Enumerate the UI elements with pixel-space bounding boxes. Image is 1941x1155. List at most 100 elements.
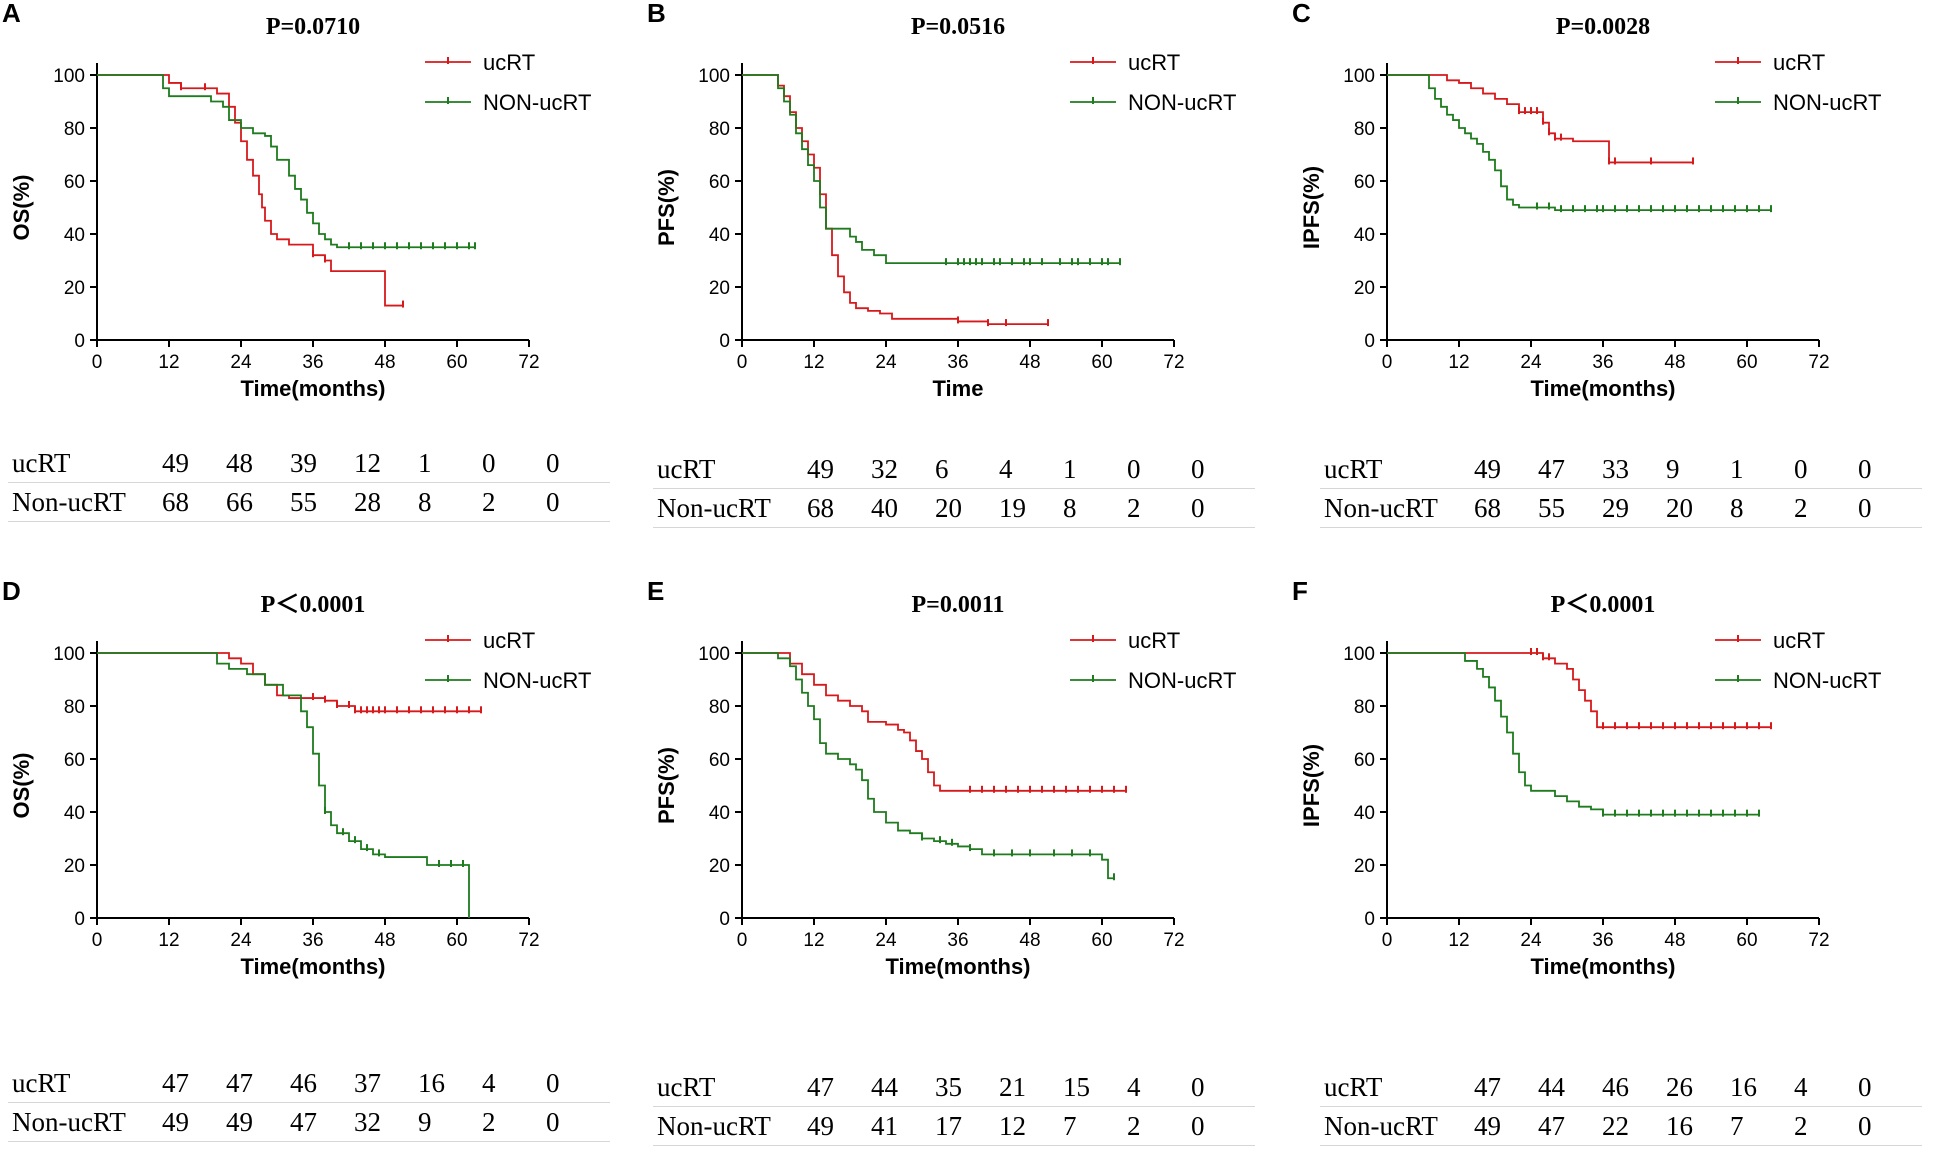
y-tick-label: 60	[709, 172, 730, 193]
legend-label: NON-ucRT	[483, 90, 591, 115]
risk-count-cell: 39	[290, 444, 354, 483]
panel-a: A P=0.0710 0 20 40 60 80 100 0 12 24 36 48 60 72 Time(…	[0, 0, 640, 577]
x-tick-label: 36	[1592, 930, 1613, 951]
survival-curve-ucrt	[742, 652, 1126, 792]
y-tick-label: 40	[1354, 225, 1375, 246]
x-tick-label: 12	[158, 930, 179, 951]
x-tick-label: 48	[374, 930, 395, 951]
x-tick-label: 24	[1520, 352, 1542, 373]
risk-count-cell: 1	[1730, 450, 1794, 489]
km-plot: P=0.0516 0 20 40 60 80 100 0 12 24 36 48 60 72 Time PFS…	[654, 14, 1236, 401]
x-tick-label: 72	[1808, 930, 1829, 951]
risk-row-non-ucrt: Non-ucRT 49 49 47 32 9 2 0	[8, 1102, 610, 1142]
legend-label: NON-ucRT	[1128, 668, 1236, 693]
x-tick-label: 12	[1448, 352, 1469, 373]
x-tick-label: 36	[947, 930, 968, 951]
risk-count-cell: 7	[1063, 1106, 1127, 1146]
risk-count-cell: 68	[1474, 488, 1538, 528]
x-tick-label: 60	[1736, 930, 1757, 951]
survival-curve-non-ucrt	[1387, 74, 1771, 212]
risk-count-cell: 68	[807, 488, 871, 528]
risk-count-cell: 47	[1538, 1106, 1602, 1146]
y-tick-label: 80	[64, 697, 85, 718]
risk-count-cell: 12	[354, 444, 418, 483]
y-tick-label: 20	[709, 278, 730, 299]
risk-count-cell: 29	[1602, 488, 1666, 528]
x-tick-label: 36	[302, 930, 323, 951]
y-tick-label: 60	[64, 172, 85, 193]
risk-count-cell: 26	[1666, 1068, 1730, 1107]
risk-row-ucrt: ucRT 49 47 33 9 1 0 0	[1320, 450, 1922, 489]
survival-curve-ucrt	[97, 652, 481, 713]
x-tick-label: 72	[518, 352, 539, 373]
chart-title: P=0.0028	[1556, 14, 1650, 40]
y-tick-label: 100	[1343, 644, 1375, 665]
risk-count-cell: 33	[1602, 450, 1666, 489]
risk-table: ucRT 47 44 35 21 15 4 0 Non-ucRT 49 41 17 12 7 2 0	[653, 1068, 1255, 1146]
risk-count-cell: 55	[1538, 488, 1602, 528]
y-axis-label: IPFS(%)	[1299, 166, 1324, 249]
survival-curve-non-ucrt	[742, 74, 1120, 265]
x-tick-label: 0	[1382, 930, 1393, 951]
risk-count-cell: 4	[482, 1064, 546, 1103]
x-tick-label: 24	[875, 930, 897, 951]
risk-count-cell: 0	[546, 1064, 610, 1103]
x-tick-label: 0	[737, 930, 748, 951]
x-axis-label: Time(months)	[1530, 376, 1675, 401]
y-axis-label: OS(%)	[9, 175, 34, 241]
legend-label: ucRT	[1773, 628, 1825, 653]
y-tick-label: 60	[1354, 172, 1375, 193]
risk-row-label: ucRT	[1320, 1068, 1474, 1107]
x-tick-label: 36	[947, 352, 968, 373]
panel-c: C P=0.0028 0 20 40 60 80 100 0 12 24 36 48 60 72 Time(…	[1290, 0, 1930, 577]
risk-count-cell: 0	[1191, 1106, 1255, 1146]
x-tick-label: 0	[92, 930, 103, 951]
legend-label: ucRT	[483, 628, 535, 653]
y-tick-label: 80	[1354, 119, 1375, 140]
legend-label: ucRT	[483, 50, 535, 75]
x-tick-label: 48	[1664, 930, 1685, 951]
x-tick-label: 24	[1520, 930, 1542, 951]
survival-curve-non-ucrt	[97, 74, 475, 249]
y-tick-label: 20	[64, 856, 85, 877]
risk-table: ucRT 49 48 39 12 1 0 0 Non-ucRT 68 66 55 28 8 2 0	[8, 444, 610, 522]
risk-row-label: Non-ucRT	[1320, 488, 1474, 528]
risk-row-non-ucrt: Non-ucRT 49 41 17 12 7 2 0	[653, 1106, 1255, 1146]
x-tick-label: 72	[1163, 930, 1184, 951]
survival-curve-ucrt	[1387, 652, 1771, 729]
risk-table: ucRT 47 47 46 37 16 4 0 Non-ucRT 49 49 47 32 9 2 0	[8, 1064, 610, 1142]
risk-count-cell: 0	[1191, 488, 1255, 528]
x-axis-label: Time(months)	[1530, 954, 1675, 979]
risk-count-cell: 8	[1730, 488, 1794, 528]
x-tick-label: 24	[230, 930, 252, 951]
x-tick-label: 36	[302, 352, 323, 373]
y-tick-label: 0	[1364, 331, 1375, 352]
risk-count-cell: 7	[1730, 1106, 1794, 1146]
y-tick-label: 80	[1354, 697, 1375, 718]
risk-count-cell: 47	[1538, 450, 1602, 489]
risk-count-cell: 2	[1127, 1106, 1191, 1146]
x-tick-label: 0	[737, 352, 748, 373]
survival-curve-ucrt	[742, 74, 1048, 325]
panel-d: D P＜0.0001 0 20 40 60 80 100 0 12 24 36 48 60 72 Time(…	[0, 576, 640, 1155]
x-tick-label: 12	[1448, 930, 1469, 951]
risk-count-cell: 2	[1127, 488, 1191, 528]
risk-count-cell: 49	[162, 1102, 226, 1142]
risk-count-cell: 68	[162, 482, 226, 522]
panel-letter: B	[647, 0, 666, 28]
panel-letter: D	[2, 576, 21, 606]
y-tick-label: 60	[64, 750, 85, 771]
risk-row-label: Non-ucRT	[8, 482, 162, 522]
y-tick-label: 80	[709, 119, 730, 140]
km-plot: P=0.0710 0 20 40 60 80 100 0 12 24 36 48 60 72 Time(mo…	[9, 14, 591, 401]
chart-title: P=0.0710	[266, 14, 360, 40]
risk-count-cell: 32	[871, 450, 935, 489]
risk-count-cell: 2	[482, 482, 546, 522]
km-plot: P＜0.0001 0 20 40 60 80 100 0 12 24 36 48 60 72 Time(mo…	[9, 592, 591, 979]
x-tick-label: 0	[1382, 352, 1393, 373]
risk-count-cell: 47	[290, 1102, 354, 1142]
panel-letter: C	[1292, 0, 1311, 28]
risk-count-cell: 20	[935, 488, 999, 528]
legend-label: NON-ucRT	[483, 668, 591, 693]
risk-count-cell: 37	[354, 1064, 418, 1103]
